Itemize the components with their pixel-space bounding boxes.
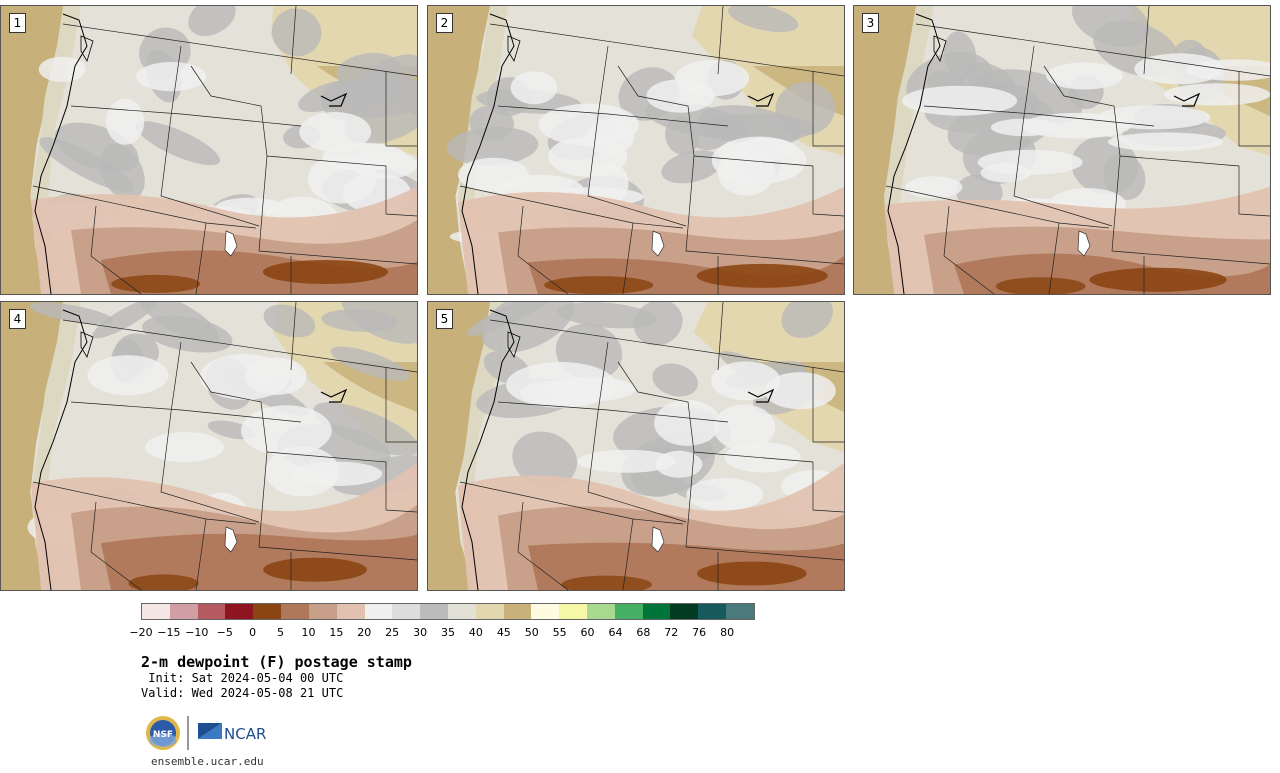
colorbar-tick-label: −15 [157,626,181,639]
colorbar-tick-label: 60 [580,626,595,639]
colorbar-swatch [475,604,504,619]
colorbar-swatch [420,604,448,619]
colorbar-swatch [642,604,671,619]
colorbar-tick-label: 50 [524,626,539,639]
colorbar-tick-label: 68 [636,626,651,639]
colorbar [141,603,755,620]
stamp-panel: 3 [853,5,1271,295]
stamp-panel: 2 [427,5,845,295]
panel-number: 2 [436,13,453,33]
colorbar-ticks: −20 −15 −10 −5 0 5 10 15 20 25 30 35 40 45 50 55 60 64 68 7… [129,626,755,640]
valid-time: Valid: Wed 2024-05-08 21 UTC [141,686,344,700]
colorbar-swatch [531,604,560,619]
colorbar-tick-label: 80 [720,626,735,639]
nsf-text: NSF [153,730,173,740]
colorbar-tick-label: −20 [129,626,153,639]
ncar-logo: NCAR [198,723,266,743]
colorbar-swatch [698,604,727,619]
colorbar-swatch [225,604,254,619]
ncar-text: NCAR [224,725,266,743]
colorbar-tick-label: 40 [468,626,483,639]
colorbar-swatch [447,604,476,619]
colorbar-tick-label: 15 [329,626,344,639]
colorbar-swatch [142,604,170,619]
colorbar-swatch [670,604,699,619]
colorbar-tick-label: 20 [357,626,372,639]
colorbar-tick-label: 25 [385,626,400,639]
panel-number: 1 [9,13,26,33]
colorbar-tick-label: 45 [496,626,511,639]
website-link[interactable]: ensemble.ucar.edu [151,755,264,768]
stamp-panel: 4 [0,301,418,591]
colorbar-swatch [614,604,643,619]
init-time: Init: Sat 2024-05-04 00 UTC [141,671,344,685]
colorbar-swatch [392,604,421,619]
colorbar-swatch [281,604,309,619]
colorbar-swatch [169,604,198,619]
colorbar-tick-label: 64 [608,626,623,639]
stamp-panel: 1 [0,5,418,295]
colorbar-tick-label: 30 [413,626,428,639]
colorbar-tick-label: 10 [301,626,316,639]
colorbar-tick-label: −5 [216,626,233,639]
colorbar-tick-label: 55 [552,626,567,639]
panel-number: 3 [862,13,879,33]
stamp-panel: 5 [427,301,845,591]
colorbar-tick-label: 76 [692,626,707,639]
nsf-logo: NSF [146,716,180,750]
colorbar-swatch [503,604,532,619]
colorbar-swatch [726,604,754,619]
colorbar-swatch [364,604,393,619]
colorbar-tick-label: 0 [249,626,257,639]
colorbar-swatch [253,604,282,619]
colorbar-tick-label: 5 [277,626,285,639]
logo-group: NSF NCAR [144,713,274,753]
panel-number: 4 [9,309,26,329]
colorbar-swatch [559,604,587,619]
chart-title: 2-m dewpoint (F) postage stamp [141,653,412,671]
colorbar-swatch [336,604,365,619]
colorbar-tick-label: 72 [664,626,679,639]
colorbar-tick-label: 35 [441,626,455,639]
colorbar-swatch [587,604,615,619]
colorbar-swatch [308,604,337,619]
panel-number: 5 [436,309,453,329]
colorbar-tick-label: −10 [185,626,209,639]
colorbar-swatch [197,604,226,619]
